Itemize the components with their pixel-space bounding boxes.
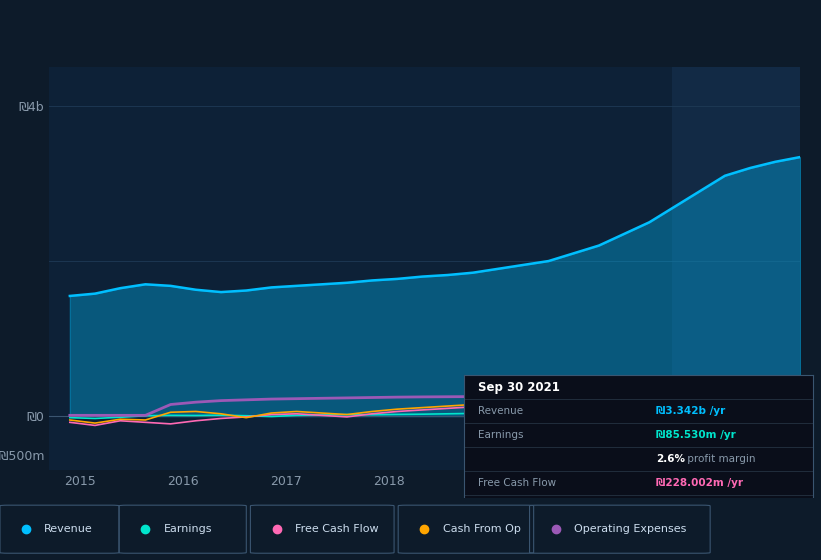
Text: 2.6%: 2.6% [656,454,685,464]
Text: ₪228.002m /yr: ₪228.002m /yr [656,478,743,488]
Text: Cash From Op: Cash From Op [478,502,551,512]
Text: Cash From Op: Cash From Op [443,524,521,534]
Text: Free Cash Flow: Free Cash Flow [295,524,378,534]
Bar [672,67,800,470]
Text: Free Cash Flow: Free Cash Flow [478,478,556,488]
Text: Sep 30 2021: Sep 30 2021 [478,381,560,394]
Text: Earnings: Earnings [478,430,523,440]
Text: Operating Expenses: Operating Expenses [574,524,686,534]
Text: ₪3.342b /yr: ₪3.342b /yr [656,406,725,416]
Text: Earnings: Earnings [163,524,212,534]
Text: Revenue: Revenue [478,406,523,416]
Text: ₪247.366m /yr: ₪247.366m /yr [656,502,743,512]
Text: profit margin: profit margin [684,454,755,464]
Text: ₪85.530m /yr: ₪85.530m /yr [656,430,736,440]
Text: Revenue: Revenue [44,524,93,534]
Text: ₪266.558m /yr: ₪266.558m /yr [656,526,743,536]
Text: Operating Expenses: Operating Expenses [478,526,583,536]
